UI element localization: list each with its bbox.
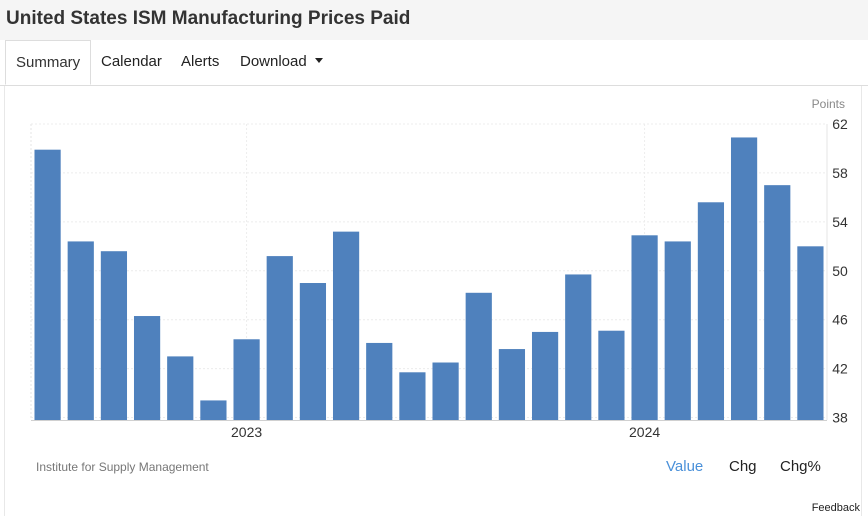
y-tick-label: 54 <box>832 214 848 230</box>
source-label: Institute for Supply Management <box>36 460 209 474</box>
bar[interactable] <box>34 149 61 420</box>
y-tick-label: 50 <box>832 263 848 279</box>
title-bar: United States ISM Manufacturing Prices P… <box>0 0 868 41</box>
value-tab[interactable]: Value <box>666 458 704 475</box>
bar[interactable] <box>498 349 526 420</box>
bar[interactable] <box>664 241 691 420</box>
bar[interactable] <box>598 330 625 420</box>
y-tick-label: 38 <box>832 410 848 426</box>
bar[interactable] <box>531 331 559 420</box>
bar[interactable] <box>233 339 260 420</box>
tab-bar: Summary Calendar Alerts Download <box>0 40 868 86</box>
tab-alerts[interactable]: Alerts <box>181 53 220 70</box>
chg-percent-tab[interactable]: Chg% <box>780 458 821 475</box>
bar[interactable] <box>133 316 161 420</box>
y-axis: 38 42 46 50 54 58 62 <box>832 116 848 426</box>
caret-down-icon <box>314 57 323 63</box>
tab-calendar[interactable]: Calendar <box>101 53 162 70</box>
bar-series <box>34 137 824 421</box>
bar[interactable] <box>200 400 227 420</box>
bar[interactable] <box>797 246 824 420</box>
y-tick-label: 46 <box>832 312 848 328</box>
y-tick-label: 42 <box>832 361 848 377</box>
bar[interactable] <box>332 231 360 420</box>
bar-chart: 38 42 46 50 54 58 62 2023 2024 Points <box>30 97 848 440</box>
bar[interactable] <box>565 274 592 420</box>
bar[interactable] <box>432 362 459 420</box>
y-tick-label: 58 <box>832 165 848 181</box>
feedback-link[interactable]: Feedback <box>811 502 860 514</box>
bar[interactable] <box>100 251 128 420</box>
bar[interactable] <box>764 185 791 420</box>
x-axis: 2023 2024 <box>231 424 660 440</box>
y-tick-label: 62 <box>832 116 848 132</box>
grid-lines <box>30 123 828 421</box>
bar[interactable] <box>167 356 194 420</box>
y-axis-unit-label: Points <box>812 97 845 111</box>
bar[interactable] <box>299 283 327 420</box>
bar[interactable] <box>730 137 758 421</box>
bar[interactable] <box>697 202 725 420</box>
bar[interactable] <box>67 241 94 420</box>
page-title: United States ISM Manufacturing Prices P… <box>6 8 411 29</box>
tab-summary[interactable]: Summary <box>5 40 92 85</box>
x-tick-label: 2024 <box>629 424 660 440</box>
bar[interactable] <box>399 372 426 420</box>
chart-panel <box>4 86 862 516</box>
bar[interactable] <box>631 235 658 420</box>
tab-download-label: Download <box>240 53 307 70</box>
bar[interactable] <box>366 342 393 420</box>
chg-tab[interactable]: Chg <box>729 458 757 475</box>
tab-download[interactable]: Download <box>240 40 323 84</box>
bar[interactable] <box>465 292 492 420</box>
x-tick-label: 2023 <box>231 424 262 440</box>
bar[interactable] <box>266 256 293 420</box>
